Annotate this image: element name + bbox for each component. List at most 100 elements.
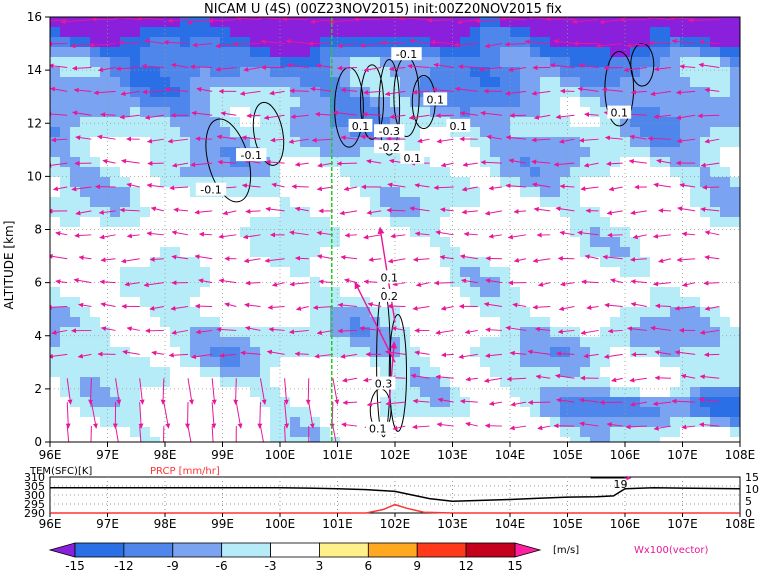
surface-series	[50, 487, 741, 514]
contour-label-text: 0.1	[352, 120, 370, 133]
y-tick-label: 10	[27, 169, 42, 183]
y-tick-label: 2	[34, 382, 42, 396]
vector-legend-label: Wx100(vector)	[634, 545, 709, 556]
surface-marker-label: 19	[614, 478, 628, 491]
contour-label: -0.3	[374, 124, 405, 138]
y-axis-label: ALTITUDE [km]	[2, 221, 16, 310]
colorbar-swatch	[74, 542, 125, 558]
contour-label: -0.1	[236, 148, 267, 162]
surface-x-tick-label: 98E	[154, 517, 177, 531]
contour-label-text: -0.1	[200, 184, 221, 197]
contour-label: -0.1	[391, 47, 422, 61]
surface-x-tick-label: 101E	[322, 517, 353, 531]
colorbar-tick-label: 15	[507, 559, 522, 573]
surface-right-tick-label: 5	[745, 495, 752, 508]
surface-right-tick-label: 10	[745, 483, 759, 496]
surface-right-tick-label: 0	[745, 507, 752, 520]
surface-left-tick-label: 305	[24, 480, 45, 493]
x-tick-label: 104E	[495, 448, 526, 462]
y-tick-label: 4	[34, 329, 42, 343]
contour-label-text: -0.1	[396, 48, 417, 61]
main-y-axis: 0 2 4 6 8 10 12 14 16	[27, 10, 50, 449]
contour-label-text: 0.1	[381, 271, 399, 284]
colorbar-swatch	[123, 542, 174, 558]
x-tick-label: 101E	[322, 448, 353, 462]
surface-right-tick-label: 15	[745, 471, 759, 484]
x-tick-label: 106E	[610, 448, 641, 462]
tem-label: TEM(SFC)[K]	[29, 466, 92, 477]
contour-label: 0.1	[446, 118, 471, 133]
contour-label: 0.1	[607, 105, 632, 120]
surface-left-tick-label: 310	[24, 471, 45, 484]
contour-label: 0.1	[365, 421, 390, 436]
contour-label-text: 0.1	[369, 423, 387, 436]
contour-label: 0.1	[400, 150, 425, 165]
x-tick-label: 107E	[667, 448, 698, 462]
contours	[205, 43, 655, 438]
chart-title: NICAM U (4S) (00Z23NOV2015) init:00Z20NO…	[204, 2, 562, 17]
x-tick-label: 99E	[211, 448, 234, 462]
contour-label-text: -0.3	[379, 125, 400, 138]
y-tick-label: 16	[27, 10, 42, 24]
surface-left-tick-label: 295	[24, 498, 45, 511]
surface-left-tick-label: 290	[24, 507, 45, 520]
y-tick-label: 14	[27, 63, 42, 77]
colorbar-tick-label: -12	[114, 559, 134, 573]
main-panel: -0.1 -0.1 -0.1 0.1 -0.3 -0.2 0.1 0.1 0.1 0.1 0.1 0.…	[2, 10, 755, 462]
surface-x-tick-label: 103E	[437, 517, 468, 531]
colorbar-swatch	[270, 542, 320, 558]
x-tick-label: 102E	[380, 448, 411, 462]
colorbar-tick-label: -6	[216, 559, 228, 573]
surface-x-tick-label: 99E	[211, 517, 234, 531]
x-tick-label: 108E	[725, 448, 756, 462]
surface-x-tick-label: 96E	[39, 517, 62, 531]
contour-labels: -0.1 -0.1 -0.1 0.1 -0.3 -0.2 0.1 0.1 0.1 0.1 0.1 0.…	[195, 47, 632, 436]
surface-x-tick-label: 100E	[265, 517, 296, 531]
colorbar-tick-label: 6	[365, 559, 373, 573]
surface-x-tick-label: 104E	[495, 517, 526, 531]
contour-label: 0.2	[377, 288, 402, 303]
contour-label-text: -0.1	[241, 149, 262, 162]
contour-label: -0.1	[195, 182, 227, 197]
y-tick-label: 0	[34, 435, 42, 449]
x-tick-label: 97E	[96, 448, 119, 462]
x-tick-label: 96E	[39, 448, 62, 462]
surface-x-tick-label: 102E	[380, 517, 411, 531]
colorbar-min-triangle	[48, 542, 76, 558]
prcp-label: PRCP [mm/hr]	[150, 466, 220, 477]
x-tick-label: 103E	[437, 448, 468, 462]
contour-label: 0.1	[348, 118, 373, 133]
surface-x-tick-label: 105E	[552, 517, 583, 531]
tem-series-line	[50, 487, 741, 503]
surface-x-tick-label: 106E	[610, 517, 641, 531]
prcp-series-line	[50, 503, 740, 514]
wind-vectors	[50, 17, 720, 442]
colorbar-tick-label: 3	[316, 559, 324, 573]
contour-label: 0.3	[371, 376, 396, 391]
colorbar-tick-label: 9	[413, 559, 421, 573]
y-tick-label: 6	[34, 276, 42, 290]
contour-label-text: 0.3	[375, 378, 393, 391]
contour-label-text: 0.1	[611, 107, 629, 120]
main-x-axis: 96E 97E 98E 99E 100E 101E 102E 103E 104E 105E 106E…	[39, 442, 756, 462]
colorbar-tick-label: -15	[65, 559, 85, 573]
surface-panel: TEM(SFC)[K] PRCP [mm/hr] 96E 97E 98E 99E 100…	[24, 466, 759, 531]
contour-label-text: 0.1	[427, 93, 445, 106]
colorbar-tick-label: 12	[458, 559, 473, 573]
x-tick-label: 105E	[552, 448, 583, 462]
contour-label-text: 0.1	[450, 120, 468, 133]
colorbar-tick-label: -9	[167, 559, 179, 573]
colorbar-swatch	[172, 542, 223, 558]
wind-shading	[50, 17, 740, 442]
surface-axes: 96E 97E 98E 99E 100E 101E 102E 103E 104E 105E 106E…	[24, 471, 759, 531]
x-tick-label: 98E	[154, 448, 177, 462]
surface-x-tick-label: 97E	[96, 517, 119, 531]
x-tick-label: 100E	[265, 448, 296, 462]
surface-x-tick-label: 108E	[725, 517, 756, 531]
contour-label-text: 0.2	[381, 290, 399, 303]
colorbar-swatch	[465, 542, 516, 558]
colorbar-swatch	[221, 542, 271, 558]
contour-label: 0.1	[423, 92, 448, 106]
colorbar-tick-label: -3	[265, 559, 277, 573]
